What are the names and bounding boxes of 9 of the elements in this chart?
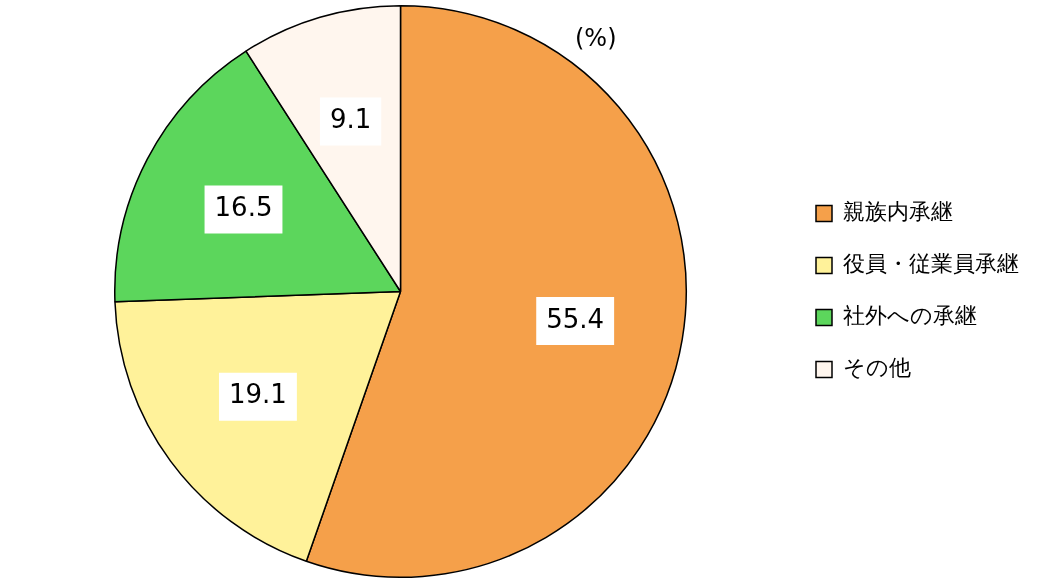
- legend-label: 社外への承継: [843, 303, 977, 329]
- data-label: 16.5: [214, 192, 273, 223]
- legend-label: 親族内承継: [843, 199, 953, 225]
- data-label: 19.1: [228, 379, 287, 410]
- data-label: 9.1: [329, 104, 372, 135]
- legend-label: その他: [843, 355, 911, 381]
- legend-label: 役員・従業員承継: [843, 251, 1019, 277]
- text: (%): [575, 24, 617, 53]
- data-label: 55.4: [546, 303, 605, 334]
